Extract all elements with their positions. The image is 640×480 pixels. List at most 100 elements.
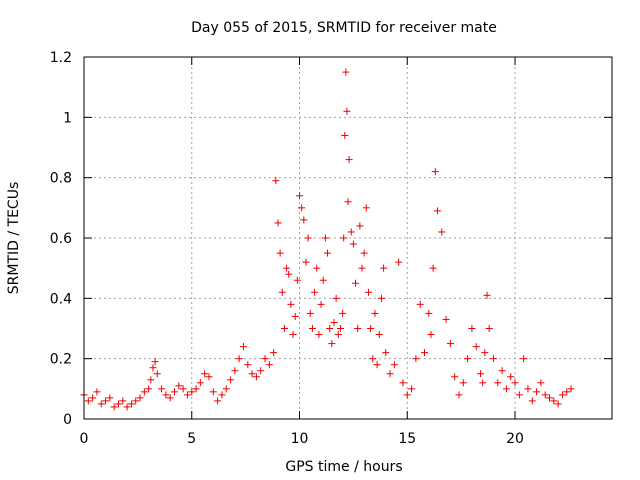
data-point [343, 107, 351, 115]
data-point [554, 400, 562, 408]
data-point [326, 325, 334, 332]
axis-ticks [83, 56, 612, 420]
data-point [319, 276, 327, 284]
data-point [481, 349, 489, 357]
data-point [244, 361, 252, 369]
y-tick-label: 0.2 [50, 352, 72, 368]
data-points [80, 68, 575, 411]
data-point [330, 318, 338, 326]
data-point [395, 258, 403, 266]
data-point [358, 264, 366, 272]
data-point [403, 391, 411, 399]
data-point [431, 168, 439, 176]
x-tick-label: 20 [506, 431, 524, 447]
x-tick-label: 10 [291, 431, 309, 447]
data-point [408, 385, 416, 393]
y-tick-label: 0.6 [50, 231, 72, 247]
data-point [315, 331, 323, 339]
data-point [425, 309, 433, 317]
data-point [352, 279, 360, 287]
data-point [520, 355, 528, 363]
data-point [479, 379, 487, 387]
y-tick-label: 0.8 [50, 171, 72, 187]
data-point [533, 388, 541, 396]
data-point [464, 355, 472, 363]
y-tick-label: 0 [63, 412, 72, 428]
data-point [283, 264, 291, 272]
y-tick-labels: 0 0.2 0.4 0.6 0.8 1 1.2 [50, 50, 72, 428]
data-point [84, 397, 92, 405]
data-point [300, 216, 308, 224]
data-point [477, 370, 485, 378]
data-point [451, 373, 459, 381]
data-point [276, 249, 284, 257]
data-point [272, 177, 280, 185]
data-point [360, 249, 368, 257]
data-point [446, 340, 454, 348]
data-point [278, 288, 286, 296]
data-point [317, 300, 325, 308]
data-point [162, 391, 170, 399]
data-point [306, 309, 314, 317]
data-point [438, 228, 446, 236]
data-point [205, 373, 213, 381]
data-point [483, 291, 491, 299]
data-point [89, 394, 97, 402]
data-point [311, 288, 319, 296]
chart-title: Day 055 of 2015, SRMTID for receiver mat… [191, 20, 497, 36]
data-point [494, 379, 502, 387]
data-point [433, 207, 441, 215]
data-point [356, 222, 364, 230]
data-point [209, 388, 217, 396]
data-point [546, 394, 554, 402]
data-point [127, 400, 135, 408]
data-point [349, 240, 357, 248]
data-point [468, 325, 476, 332]
data-point [265, 361, 273, 369]
data-point [334, 331, 342, 339]
data-point [382, 349, 390, 357]
data-point [145, 385, 153, 393]
x-tick-label: 0 [80, 431, 89, 447]
data-point [102, 397, 110, 405]
y-tick-label: 1.2 [50, 50, 72, 66]
data-point [298, 204, 306, 212]
data-point [227, 376, 235, 384]
data-point [196, 379, 204, 387]
data-point [563, 388, 571, 396]
data-point [371, 309, 379, 317]
data-point [110, 403, 118, 411]
data-point [179, 385, 187, 393]
data-point [485, 325, 493, 332]
data-point [151, 358, 159, 366]
data-point [248, 370, 256, 378]
data-point [489, 355, 497, 363]
data-point [274, 219, 282, 227]
data-point [550, 397, 558, 405]
data-point [364, 288, 372, 296]
data-point [192, 385, 200, 393]
data-point [399, 379, 407, 387]
data-point [285, 270, 293, 278]
data-point [380, 264, 388, 272]
data-point [140, 388, 148, 396]
data-point [97, 400, 105, 408]
data-point [252, 373, 260, 381]
data-point [375, 331, 383, 339]
x-axis-label: GPS time / hours [285, 459, 402, 475]
data-point [93, 388, 101, 396]
data-point [313, 264, 321, 272]
data-point [106, 394, 114, 402]
data-point [296, 192, 304, 200]
data-point [367, 325, 375, 332]
data-point [287, 300, 295, 308]
data-point [429, 264, 437, 272]
data-point [362, 204, 370, 212]
data-point [345, 156, 353, 164]
data-point [293, 276, 301, 284]
data-point [472, 343, 480, 351]
data-point [340, 234, 348, 242]
data-point [231, 367, 239, 375]
data-point [321, 234, 329, 242]
